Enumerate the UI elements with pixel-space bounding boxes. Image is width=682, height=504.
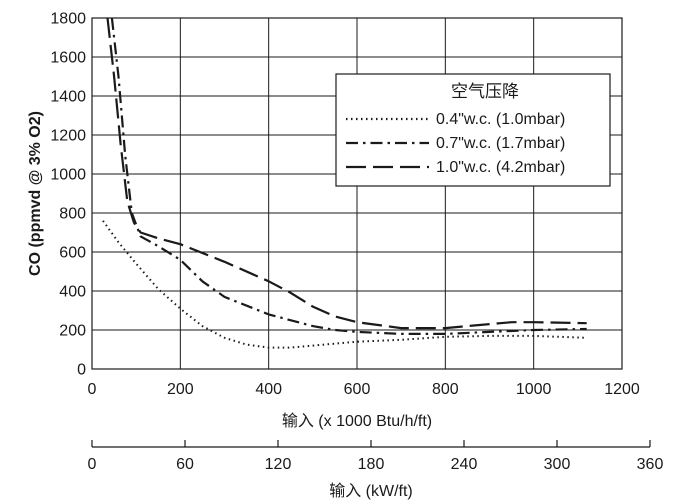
secondary-x-tick-label: 60 — [176, 456, 194, 473]
secondary-x-tick-label: 0 — [88, 456, 97, 473]
legend-entry-3: 1.0"w.c. (4.2mbar) — [436, 159, 565, 176]
legend-entry-1: 0.4"w.c. (1.0mbar) — [436, 111, 565, 128]
x-tick-label: 1200 — [604, 381, 640, 398]
series-line-1 — [102, 220, 587, 349]
legend: 空气压降 0.4"w.c. (1.0mbar) 0.7"w.c. (1.7mbar… — [335, 73, 611, 187]
series-line-2 — [110, 17, 587, 335]
y-tick-label: 1200 — [50, 128, 86, 145]
x-tick-label: 200 — [167, 381, 194, 398]
y-tick-label: 0 — [77, 362, 86, 379]
series-line-3 — [106, 17, 587, 330]
secondary-x-tick-label: 360 — [637, 456, 664, 473]
y-tick-label: 800 — [59, 206, 86, 223]
x-tick-label: 600 — [344, 381, 371, 398]
y-tick-label: 200 — [59, 323, 86, 340]
secondary-x-tick-label: 300 — [544, 456, 571, 473]
legend-entry-2: 0.7"w.c. (1.7mbar) — [436, 135, 565, 152]
x-tick-label: 400 — [255, 381, 282, 398]
secondary-x-axis: 0 60 120 180 240 300 360 — [88, 440, 664, 473]
secondary-x-tick-label: 180 — [358, 456, 385, 473]
y-axis-label: CO (ppmvd @ 3% O2) — [27, 111, 44, 276]
secondary-x-tick-label: 120 — [265, 456, 292, 473]
y-tick-label: 1000 — [50, 167, 86, 184]
secondary-x-axis-label: 输入 (kW/ft) — [329, 482, 413, 500]
y-tick-label: 400 — [59, 284, 86, 301]
legend-title: 空气压降 — [451, 82, 519, 101]
x-tick-label: 1000 — [516, 381, 552, 398]
x-tick-labels: 0 200 400 600 800 1000 1200 — [88, 381, 640, 398]
grid-lines — [91, 17, 623, 370]
y-tick-label: 1800 — [50, 11, 86, 28]
secondary-x-tick-label: 240 — [451, 456, 478, 473]
x-tick-label: 0 — [88, 381, 97, 398]
x-axis-label: 输入 (x 1000 Btu/h/ft) — [282, 412, 432, 430]
plot-frame — [91, 17, 623, 370]
y-tick-label: 1400 — [50, 89, 86, 106]
y-tick-label: 1600 — [50, 50, 86, 67]
x-tick-label: 800 — [432, 381, 459, 398]
series-lines — [102, 17, 587, 349]
y-tick-labels: 0 200 400 600 800 1000 1200 1400 1600 1800 — [50, 11, 86, 379]
y-tick-label: 600 — [59, 245, 86, 262]
